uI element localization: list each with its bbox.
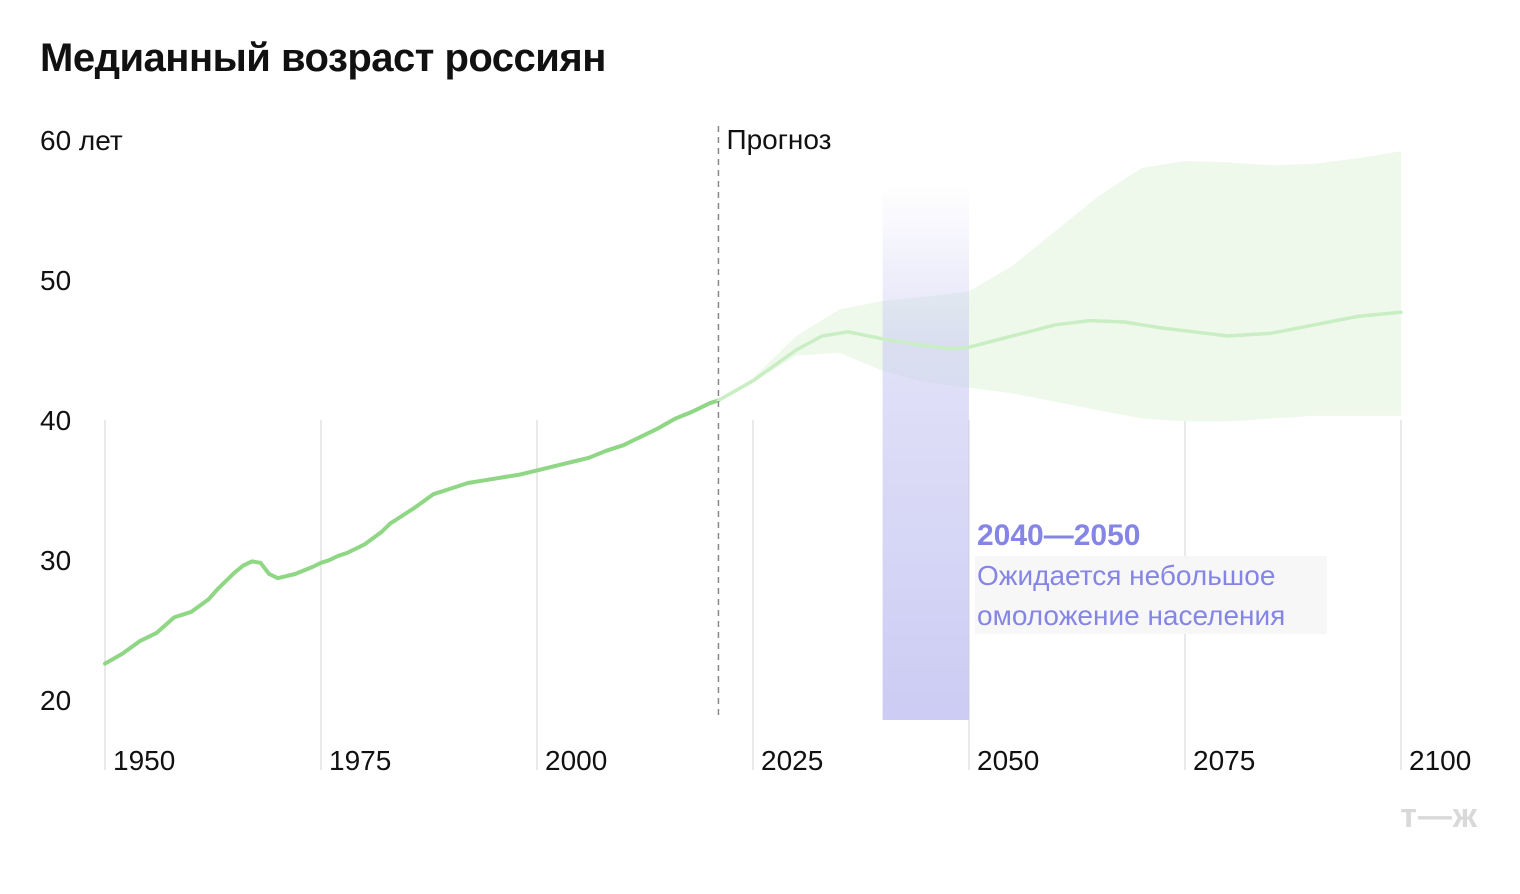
highlight-layer — [882, 185, 969, 720]
annotation-title: 2040—2050 — [977, 519, 1140, 552]
y-tick-label-50: 50 — [40, 265, 71, 296]
forecast-median-age-line — [716, 310, 1403, 403]
axis-labels: 1950 1975 2000 2025 2050 2075 2100 60 лет 20 30 40… — [40, 125, 1471, 776]
x-tick-label-2000: 2000 — [545, 745, 607, 776]
historical-median-age-line — [103, 398, 721, 666]
highlight-period-2040-2050 — [882, 185, 969, 720]
forecast-uncertainty-band — [718, 151, 1401, 422]
annotation-text-line: омоложение населения — [977, 600, 1285, 631]
forecast-divider: Прогноз — [717, 124, 831, 720]
annotation-text-line: Ожидается небольшое — [977, 560, 1275, 591]
forecast-label: Прогноз — [726, 124, 831, 155]
annotation-background — [975, 556, 1327, 634]
y-tick-label-40: 40 — [40, 405, 71, 436]
forecast-band-layer — [718, 151, 1401, 422]
y-tick-label-30: 30 — [40, 545, 71, 576]
x-tick-label-1950: 1950 — [113, 745, 175, 776]
annotation: 2040—2050 Ожидается небольшое омоложение н… — [975, 519, 1327, 634]
publisher-logo: т—ж — [1400, 797, 1478, 835]
y-axis-top-label: 60 лет — [40, 125, 123, 156]
x-tick-label-2100: 2100 — [1409, 745, 1471, 776]
x-tick-label-2075: 2075 — [1193, 745, 1255, 776]
x-tick-label-2050: 2050 — [977, 745, 1039, 776]
chart-title: Медианный возраст россиян — [40, 36, 606, 80]
x-tick-label-2025: 2025 — [761, 745, 823, 776]
y-tick-label-20: 20 — [40, 685, 71, 716]
series-lines — [103, 310, 1403, 666]
x-tick-label-1975: 1975 — [329, 745, 391, 776]
